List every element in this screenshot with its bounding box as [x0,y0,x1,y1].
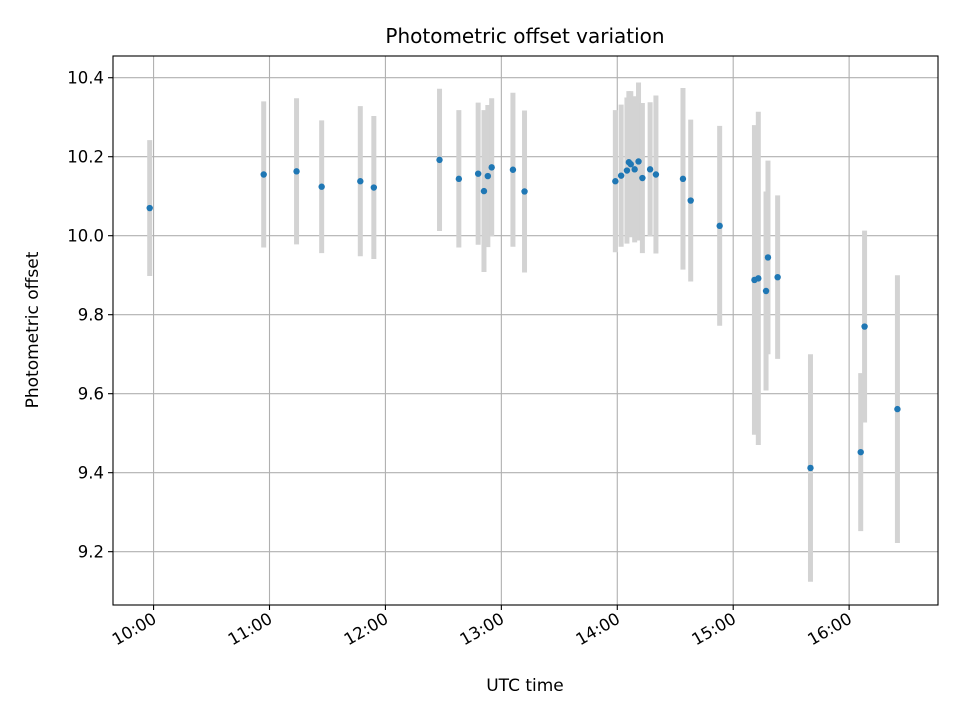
x-tick-label: 12:00 [341,609,392,649]
data-point [293,168,300,175]
data-point [484,172,492,180]
data-point [623,167,631,174]
data-point [631,166,638,173]
y-tick-label: 10.0 [67,227,104,246]
plot-frame [112,55,939,606]
y-axis-label: Photometric offset [23,251,43,408]
data-points [146,156,901,472]
data-point [474,170,482,177]
data-point [894,405,901,413]
data-point [635,158,642,165]
data-point [857,448,864,456]
y-tick-label: 9.4 [78,464,104,483]
data-point [764,254,772,261]
data-point [260,171,267,178]
data-point [357,178,364,185]
data-point [807,464,814,472]
data-point [755,275,762,282]
x-axis: 10:00 11:00 12:00 13:00 14:00 15:00 16:00 [109,605,855,649]
data-point [687,197,694,204]
data-point [774,273,781,281]
data-point [627,161,634,168]
data-point [318,183,325,190]
data-point [509,166,517,173]
y-tick-label: 10.2 [67,148,104,167]
y-tick-label: 9.6 [78,385,104,404]
data-point [617,172,625,179]
data-point [480,187,488,195]
data-point [146,204,153,212]
y-tick-label: 9.2 [78,543,104,562]
data-point [488,164,495,171]
data-point [716,222,723,230]
data-point [646,166,654,173]
y-tick-label: 10.4 [67,69,104,88]
data-point [639,174,646,182]
x-tick-label: 10:00 [109,609,160,649]
x-tick-label: 15:00 [689,609,740,649]
data-point [762,287,770,295]
data-point [652,171,660,178]
x-tick-label: 16:00 [804,609,855,649]
grid-lines [113,56,938,605]
data-point [861,323,868,330]
data-point [370,184,378,191]
y-tick-label: 9.8 [78,306,104,325]
data-point [436,156,443,164]
x-axis-label: UTC time [486,676,564,696]
x-tick-label: 14:00 [573,609,624,649]
data-point [612,178,619,185]
x-tick-label: 11:00 [225,609,276,649]
y-axis: 9.2 9.4 9.6 9.8 10.0 10.2 10.4 [67,69,113,562]
data-point [455,175,463,183]
x-tick-label: 13:00 [457,609,508,649]
data-point [521,188,528,195]
chart-title: Photometric offset variation [385,24,664,48]
data-point [679,175,687,183]
